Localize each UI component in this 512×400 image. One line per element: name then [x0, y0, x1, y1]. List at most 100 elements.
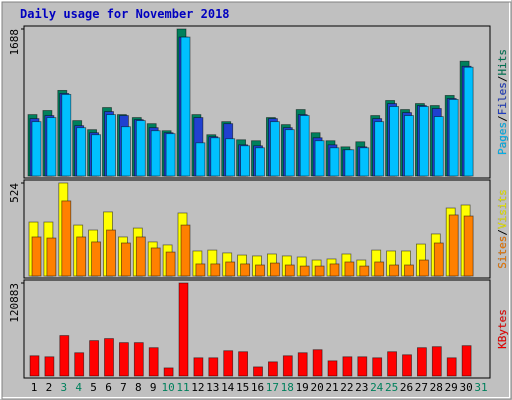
- x-tick-label: 12: [191, 381, 204, 394]
- legend-entry: KBytes: [496, 309, 509, 349]
- bar: [46, 117, 57, 177]
- bar: [372, 357, 383, 377]
- x-tick-label: 26: [400, 381, 413, 394]
- bar: [255, 147, 265, 177]
- bar: [402, 354, 412, 377]
- bar: [312, 349, 323, 377]
- x-tick-label: 17: [266, 381, 279, 394]
- x-tick-label: 3: [60, 381, 67, 394]
- x-tick-label: 31: [474, 381, 487, 394]
- bar: [359, 265, 370, 277]
- bar: [121, 242, 131, 277]
- bar: [44, 356, 55, 377]
- bar: [148, 347, 159, 377]
- bar: [106, 229, 116, 277]
- bar: [238, 351, 249, 377]
- bar: [269, 121, 280, 177]
- x-tick-label: 22: [340, 381, 353, 394]
- bar: [91, 134, 101, 177]
- bar: [133, 342, 144, 377]
- bar: [253, 366, 263, 377]
- bar: [165, 133, 176, 177]
- bar: [299, 115, 310, 177]
- bar: [91, 241, 101, 277]
- bar: [210, 263, 221, 277]
- legend-entry: Hits: [496, 49, 509, 76]
- bar: [329, 263, 340, 277]
- chart-title: Daily usage for November 2018: [20, 7, 230, 21]
- y-tick-label: 120883: [8, 283, 21, 323]
- x-tick-label: 16: [251, 381, 264, 394]
- bar: [284, 129, 295, 177]
- bar: [297, 352, 308, 377]
- x-tick-label: 4: [75, 381, 82, 394]
- bar: [404, 115, 414, 177]
- bar: [314, 140, 325, 177]
- y-tick-label: 1688: [8, 29, 21, 56]
- bar: [178, 282, 189, 377]
- bar: [240, 263, 251, 277]
- bar: [299, 265, 310, 277]
- x-tick-label: 25: [385, 381, 398, 394]
- bar: [225, 261, 236, 277]
- x-tick-label: 21: [325, 381, 338, 394]
- bar: [29, 355, 40, 377]
- bar: [150, 247, 161, 277]
- x-tick-label: 11: [176, 381, 189, 394]
- bar: [461, 345, 472, 377]
- bar: [31, 121, 42, 177]
- bar: [119, 342, 129, 377]
- bar: [76, 236, 87, 277]
- bar: [446, 357, 457, 377]
- bar: [61, 200, 72, 277]
- bar: [210, 137, 221, 177]
- bar: [418, 259, 429, 277]
- x-tick-label: 7: [120, 381, 127, 394]
- bar: [267, 361, 278, 377]
- x-tick-label: 24: [370, 381, 384, 394]
- x-tick-label: 5: [90, 381, 97, 394]
- x-tick-label: 23: [355, 381, 368, 394]
- legend-entry: Visits: [496, 189, 509, 229]
- bar: [463, 215, 474, 277]
- x-tick-label: 15: [236, 381, 249, 394]
- bar: [389, 106, 400, 177]
- bar: [195, 142, 206, 177]
- x-tick-label: 2: [46, 381, 53, 394]
- x-tick-label: 8: [135, 381, 142, 394]
- legend-separator: /: [496, 115, 509, 122]
- bar: [463, 66, 474, 177]
- legend: Sites/Visits: [496, 189, 509, 269]
- bar: [180, 224, 191, 277]
- legend: KBytes: [496, 309, 509, 349]
- bar: [165, 251, 176, 277]
- x-tick-label: 20: [310, 381, 323, 394]
- legend-separator: /: [496, 229, 509, 236]
- x-tick-label: 13: [206, 381, 219, 394]
- bar: [74, 352, 85, 377]
- bar: [59, 335, 70, 377]
- bar: [327, 360, 338, 377]
- bar: [448, 214, 459, 277]
- bar: [344, 261, 355, 277]
- bar: [344, 149, 355, 177]
- x-tick-label: 29: [445, 381, 458, 394]
- x-tick-label: 14: [221, 381, 235, 394]
- bar: [282, 355, 293, 377]
- bar: [389, 264, 400, 277]
- bar: [223, 350, 234, 377]
- legend: Pages/Files/Hits: [496, 49, 509, 155]
- bar: [329, 147, 340, 177]
- bar: [89, 340, 99, 377]
- x-tick-label: 30: [459, 381, 472, 394]
- bar: [240, 145, 251, 177]
- bar: [121, 126, 131, 177]
- x-tick-label: 1: [31, 381, 38, 394]
- bar: [433, 116, 444, 177]
- bar: [284, 264, 295, 277]
- bar: [387, 351, 398, 377]
- x-tick-label: 9: [150, 381, 157, 394]
- bar: [342, 356, 353, 377]
